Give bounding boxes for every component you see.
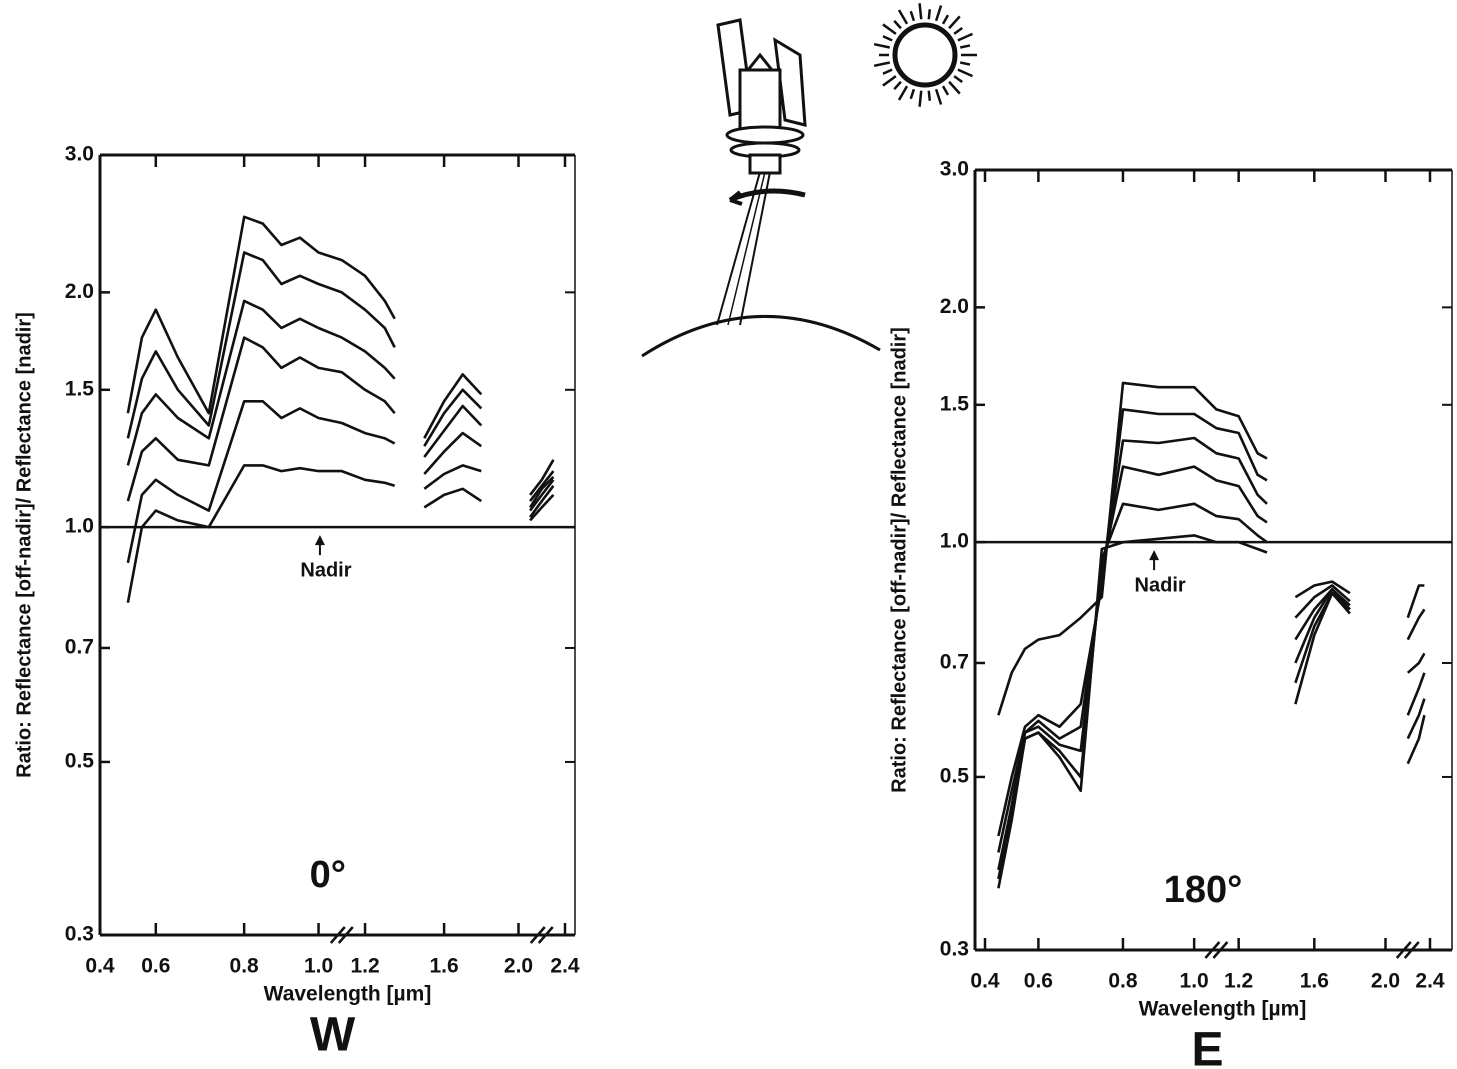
y-tick-label: 1.0 [940, 530, 969, 553]
x-axis-label: Wavelength [µm] [1139, 998, 1307, 1021]
y-tick-label: 0.7 [940, 651, 969, 674]
spectrum-line [126, 215, 555, 496]
nadir-arrowhead [1149, 550, 1160, 561]
y-axis-label: Ratio: Reflectance [off-nadir]/ Reflecta… [888, 327, 910, 793]
spectrum-line [126, 251, 555, 502]
x-tick-label: 1.0 [304, 955, 333, 978]
x-tick-label: 0.8 [1108, 970, 1138, 993]
spectrum-line [126, 299, 555, 509]
spectrum-line [997, 465, 1426, 871]
spectrum-line [997, 502, 1426, 880]
axis-break [1403, 941, 1420, 959]
angle-label: 0° [310, 854, 346, 896]
nadir-label: Nadir [1135, 574, 1186, 596]
axis-break [529, 926, 546, 944]
y-tick-label: 0.7 [65, 636, 94, 659]
x-tick-label: 1.2 [1224, 970, 1253, 993]
angle-label: 180° [1164, 869, 1243, 911]
x-axis-label: Wavelength [µm] [264, 983, 432, 1006]
y-tick-label: 1.5 [65, 377, 95, 400]
x-tick-label: 2.4 [1415, 970, 1445, 993]
nadir-label: Nadir [300, 559, 351, 581]
satellite-icon [641, 18, 881, 358]
y-tick-label: 3.0 [940, 158, 969, 181]
spectrum-line [997, 381, 1425, 716]
y-tick-label: 2.0 [940, 295, 969, 318]
spectrum-line [997, 408, 1426, 837]
x-tick-label: 2.4 [550, 955, 580, 978]
x-tick-label: 2.0 [1371, 970, 1400, 993]
spectrum-line [997, 436, 1426, 853]
y-tick-label: 0.5 [940, 765, 970, 788]
axis-break [537, 926, 554, 944]
axis-break [329, 926, 346, 944]
axis-break [337, 926, 354, 944]
nadir-arrowhead [314, 535, 325, 546]
y-tick-label: 1.0 [65, 515, 94, 538]
axis-break [1212, 941, 1229, 959]
y-tick-label: 0.3 [65, 923, 94, 946]
x-tick-label: 0.6 [141, 955, 170, 978]
y-axis-label: Ratio: Reflectance [off-nadir]/ Reflecta… [13, 312, 35, 778]
x-tick-label: 1.6 [429, 955, 458, 978]
spectrum-line [997, 534, 1426, 889]
x-tick-label: 0.4 [85, 955, 115, 978]
y-tick-label: 0.5 [65, 750, 95, 773]
x-tick-label: 2.0 [504, 955, 533, 978]
direction-label: E [1191, 1024, 1223, 1069]
y-tick-label: 1.5 [940, 392, 970, 415]
spectrum-line [126, 336, 555, 512]
x-tick-label: 1.6 [1300, 970, 1329, 993]
spectrum-line [126, 464, 555, 603]
spectrum-line [126, 400, 555, 564]
y-tick-label: 3.0 [65, 143, 94, 166]
axis-break [1395, 941, 1412, 959]
x-tick-label: 1.2 [350, 955, 379, 978]
y-tick-label: 2.0 [65, 280, 94, 303]
y-tick-label: 0.3 [940, 938, 969, 961]
x-tick-label: 0.4 [970, 970, 1000, 993]
x-tick-label: 0.8 [230, 955, 260, 978]
x-tick-label: 0.6 [1024, 970, 1053, 993]
direction-label: W [310, 1009, 356, 1062]
sun-icon [873, 3, 977, 107]
x-tick-label: 1.0 [1180, 970, 1209, 993]
axis-break [1204, 941, 1221, 959]
